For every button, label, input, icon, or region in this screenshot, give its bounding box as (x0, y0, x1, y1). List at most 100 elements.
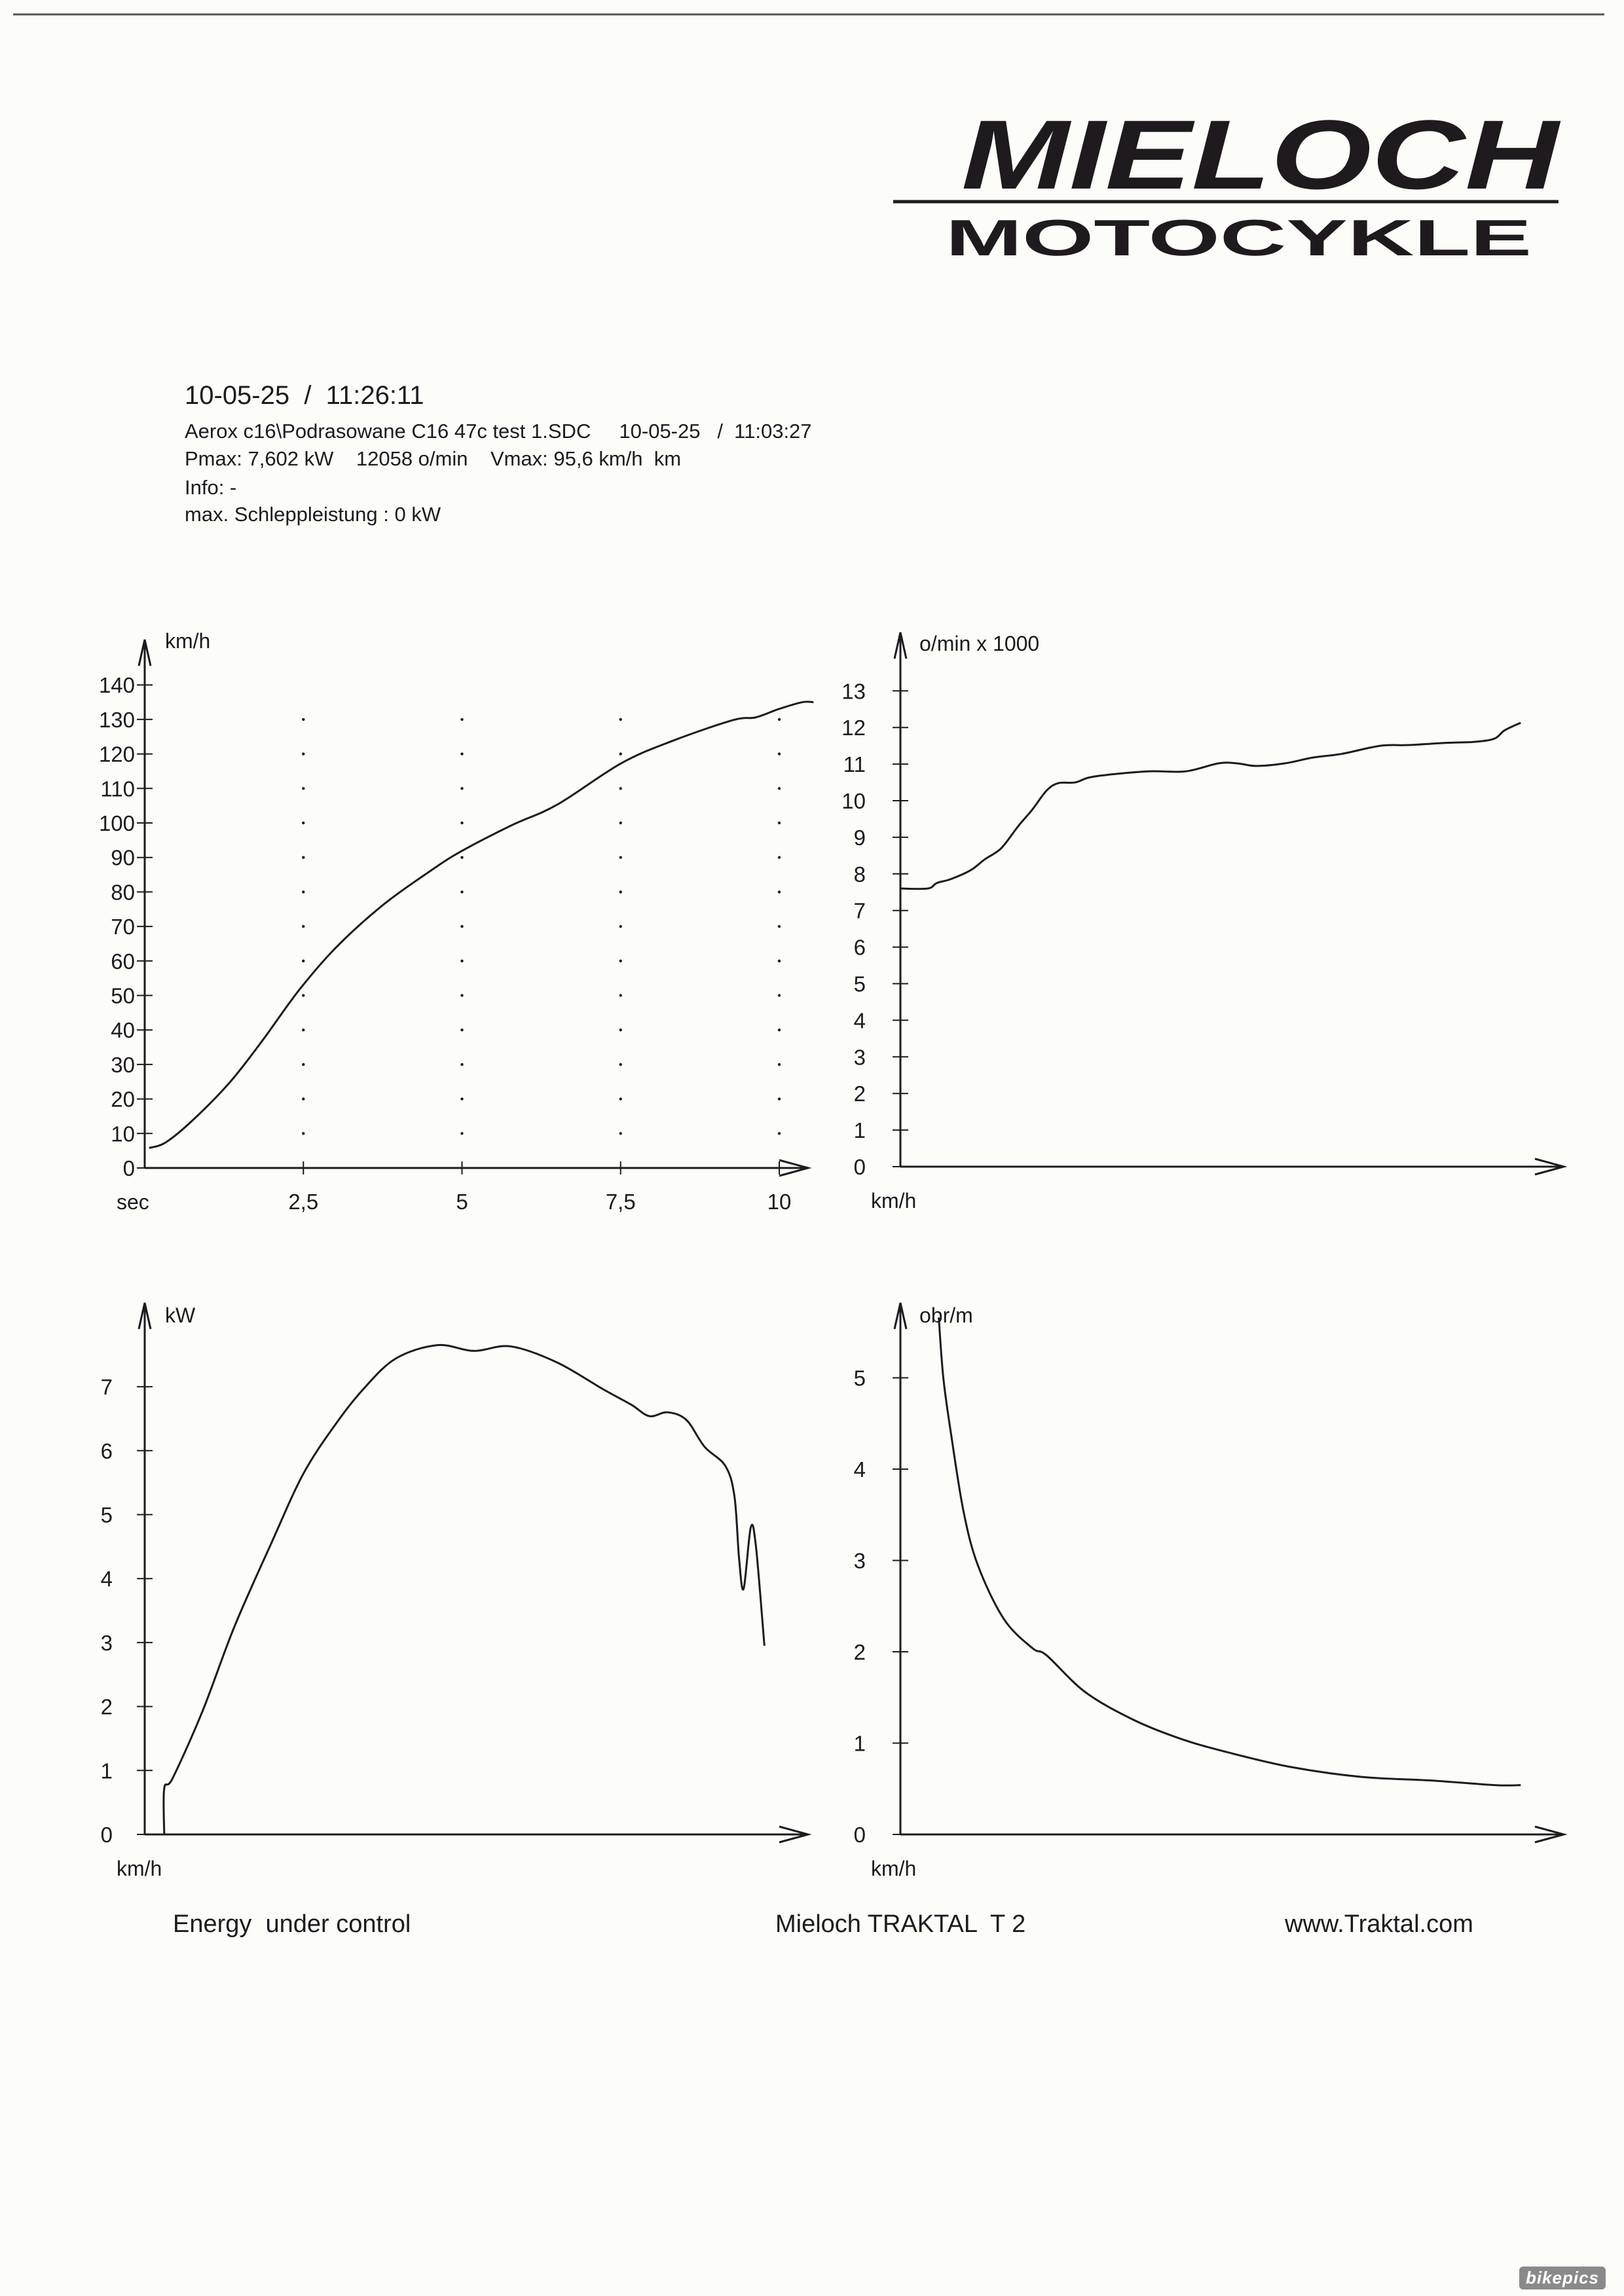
grid-dot (777, 787, 781, 790)
grid-dot (777, 821, 781, 825)
grid-dot (302, 821, 305, 825)
y-tick-label: 2 (854, 1082, 866, 1106)
x-tick-label: 10 (767, 1190, 792, 1214)
y-tick-label: 3 (101, 1631, 113, 1655)
y-tick-label: 3 (854, 1549, 866, 1573)
y-tick-label: 12 (841, 716, 866, 740)
x-axis-arrow-icon (779, 1159, 812, 1177)
y-tick-label: 5 (101, 1503, 113, 1527)
grid-dot (460, 959, 464, 963)
y-tick-label: 4 (854, 1008, 866, 1032)
grid-dot (302, 1029, 305, 1032)
grid-dot (302, 1097, 305, 1101)
grid-dot (777, 890, 781, 894)
grid-dot (777, 856, 781, 859)
y-tick-label: 13 (841, 679, 866, 703)
y-tick-label: 11 (843, 752, 866, 776)
ratio-speed-curve (938, 1317, 1521, 1787)
speed-time-curve (149, 701, 814, 1149)
max-values-line: Pmax: 7,602 kW 12058 o/min Vmax: 95,6 km… (185, 447, 682, 470)
grid-dot (460, 1029, 464, 1032)
y-axis-label: o/min x 1000 (919, 632, 1039, 655)
grid-dot (777, 1029, 781, 1032)
y-tick-label: 130 (99, 708, 135, 732)
power-speed-curve (162, 1343, 766, 1835)
grid-dot (619, 752, 622, 756)
grid-dot (777, 1063, 781, 1066)
x-axis-arrow-icon (779, 1825, 812, 1844)
grid-dot (619, 924, 622, 928)
y-tick-label: 0 (854, 1823, 866, 1847)
grid-dot (460, 890, 464, 894)
grid-dot (619, 1132, 622, 1135)
logo-brand: MIELOCH (961, 100, 1561, 210)
y-tick-label: 8 (854, 862, 866, 886)
y-tick-label: 0 (123, 1156, 135, 1180)
grid-dot (302, 924, 305, 928)
y-tick-label: 1 (101, 1758, 113, 1783)
y-tick-label: 6 (854, 936, 866, 960)
y-tick-label: 5 (854, 972, 866, 996)
y-tick-label: 4 (854, 1457, 866, 1482)
y-tick-label: 0 (101, 1823, 113, 1847)
footer-website: www.Traktal.com (1285, 1910, 1473, 1938)
y-axis-label: obr/m (919, 1303, 973, 1327)
y-tick-label: 4 (101, 1567, 113, 1591)
y-tick-label: 10 (841, 789, 866, 813)
y-tick-label: 140 (99, 673, 135, 697)
y-tick-label: 60 (111, 949, 135, 974)
file-line: Aerox c16\Podrasowane C16 47c test 1.SDC… (185, 420, 812, 443)
y-axis-label: kW (165, 1303, 196, 1327)
print-datetime: 10-05-25 / 11:26:11 (185, 381, 424, 410)
bikepics-watermark: bikepics (1519, 2267, 1606, 2289)
y-tick-label: 110 (100, 776, 135, 801)
grid-dot (777, 994, 781, 997)
schleppleistung-line: max. Schleppleistung : 0 kW (185, 503, 441, 526)
grid-dot (777, 959, 781, 963)
y-tick-label: 90 (111, 846, 135, 870)
grid-dot (619, 718, 622, 721)
grid-dot (460, 718, 464, 721)
grid-dot (460, 994, 464, 997)
rpm-speed-curve (900, 721, 1521, 890)
y-tick-label: 40 (111, 1018, 135, 1042)
x-tick-label: 2,5 (288, 1190, 318, 1214)
grid-dot (460, 924, 464, 928)
y-tick-label: 9 (854, 826, 866, 850)
grid-dot (460, 856, 464, 859)
y-axis-label: km/h (165, 629, 210, 653)
info-line: Info: - (185, 476, 237, 499)
y-tick-label: 2 (854, 1640, 866, 1664)
y-tick-label: 100 (99, 811, 135, 835)
y-tick-label: 6 (101, 1439, 113, 1463)
grid-dot (302, 718, 305, 721)
y-tick-label: 7 (854, 899, 866, 923)
y-tick-label: 120 (99, 742, 135, 767)
footer-device: Mieloch TRAKTAL T 2 (775, 1910, 1026, 1938)
grid-dot (302, 856, 305, 859)
x-tick-label: 7,5 (606, 1190, 636, 1214)
y-axis-arrow-icon (138, 639, 152, 666)
y-tick-label: 50 (111, 984, 135, 1008)
y-axis-arrow-icon (893, 1302, 908, 1330)
grid-dot (460, 1097, 464, 1101)
y-axis-arrow-icon (893, 632, 908, 659)
x-axis-label: km/h (871, 1857, 916, 1880)
y-axis-arrow-icon (138, 1302, 152, 1330)
mieloch-logo: MIELOCH MOTOCYKLE (893, 100, 1561, 266)
grid-dot (460, 821, 464, 825)
x-tick-label: 5 (456, 1190, 468, 1214)
ratio-speed-chart: obr/m km/h0 1 2 3 4 5 (854, 1302, 1568, 1880)
grid-dot (777, 1097, 781, 1101)
y-tick-label: 20 (111, 1087, 135, 1112)
y-tick-label: 5 (854, 1366, 866, 1391)
grid-dot (619, 856, 622, 859)
grid-dot (619, 959, 622, 963)
y-tick-label: 30 (111, 1053, 135, 1077)
footer-slogan: Energy under control (173, 1910, 411, 1938)
x-axis-arrow-icon (1534, 1825, 1568, 1844)
charts: km/hsec010203040506070809010011012013014… (99, 629, 1568, 1880)
